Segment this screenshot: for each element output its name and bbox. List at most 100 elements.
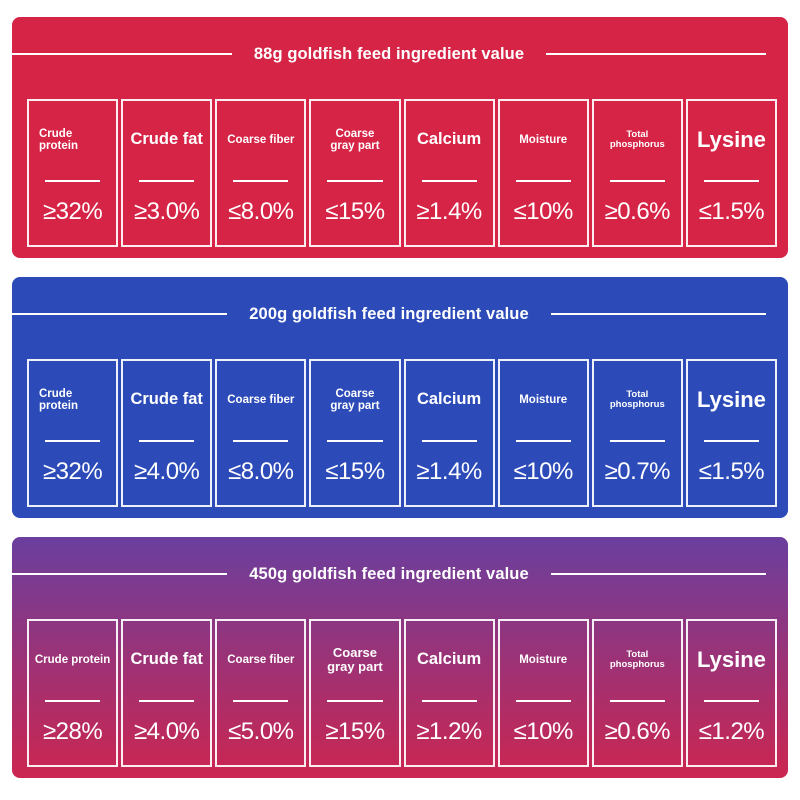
ingredient-label: Calcium: [416, 650, 482, 669]
panel-title-row: 450g goldfish feed ingredient value: [12, 561, 788, 587]
title-divider-right: [550, 573, 767, 575]
ingredient-label: Crude protein: [39, 387, 78, 412]
ingredient-crude-protein: Crude protein ≥28%: [27, 619, 119, 767]
ingredient-value: ≥3.0%: [134, 198, 200, 225]
panel-title: 450g goldfish feed ingredient value: [249, 564, 529, 583]
panel-450g: 450g goldfish feed ingredient value Crud…: [12, 537, 788, 778]
ingredient-lysine: Lysine ≤1.5%: [685, 359, 777, 507]
ingredient-value: ≥0.6%: [604, 718, 671, 745]
title-divider-right: [550, 313, 767, 315]
ingredient-coarse-fiber: Coarse fiber ≤5.0%: [215, 619, 307, 767]
ingredient-value: ≥0.6%: [604, 198, 671, 225]
ingredient-value: ≤1.2%: [698, 718, 765, 745]
ingredient-value: ≥1.2%: [416, 718, 482, 745]
ingredient-coarse-gray-part: Coarse gray part ≤15%: [309, 99, 401, 247]
ingredient-label: Moisture: [519, 653, 568, 666]
ingredient-value: ≤10%: [513, 458, 574, 485]
ingredient-coarse-fiber: Coarse fiber ≤8.0%: [215, 359, 307, 507]
divider: [515, 440, 571, 442]
panel-title: 200g goldfish feed ingredient value: [249, 304, 529, 323]
ingredient-grid: Crude protein ≥32% Crude fat ≥4.0% Coars…: [27, 359, 777, 507]
ingredient-label: Coarse fiber: [227, 653, 295, 666]
ingredient-label: Moisture: [519, 393, 568, 406]
divider: [515, 700, 571, 702]
ingredient-value: ≥15%: [325, 718, 385, 745]
divider: [609, 440, 665, 442]
title-divider-left: [12, 313, 228, 315]
ingredient-label: Calcium: [416, 390, 482, 409]
divider: [327, 440, 383, 442]
ingredient-label: Coarse fiber: [227, 393, 295, 406]
ingredient-label: Total phosphorus: [609, 129, 665, 150]
ingredient-coarse-gray-part: Coarse gray part ≥15%: [309, 619, 401, 767]
divider: [421, 440, 477, 442]
ingredient-label: Crude fat: [130, 650, 203, 669]
ingredient-crude-protein: Crude protein ≥32%: [27, 99, 119, 247]
divider: [703, 440, 759, 442]
title-divider-right: [546, 53, 767, 55]
divider: [421, 180, 477, 182]
panel-88g: 88g goldfish feed ingredient value Crude…: [12, 17, 788, 258]
ingredient-value: ≥4.0%: [134, 458, 200, 485]
divider: [45, 180, 101, 182]
divider: [45, 440, 101, 442]
ingredient-value: ≥0.7%: [604, 458, 671, 485]
ingredient-label: Coarse fiber: [227, 133, 295, 146]
ingredient-label: Lysine: [696, 127, 766, 153]
ingredient-grid: Crude protein ≥28% Crude fat ≥4.0% Coars…: [27, 619, 777, 767]
ingredient-coarse-fiber: Coarse fiber ≤8.0%: [215, 99, 307, 247]
ingredient-crude-protein: Crude protein ≥32%: [27, 359, 119, 507]
ingredient-calcium: Calcium ≥1.2%: [403, 619, 495, 767]
divider: [233, 440, 289, 442]
ingredient-moisture: Moisture ≤10%: [497, 359, 589, 507]
divider: [139, 440, 195, 442]
divider: [139, 180, 195, 182]
ingredient-value: ≤8.0%: [228, 198, 294, 225]
ingredient-value: ≥4.0%: [134, 718, 200, 745]
ingredient-value: ≤10%: [513, 198, 574, 225]
ingredient-label: Total phosphorus: [609, 389, 665, 410]
ingredient-label: Total phosphorus: [609, 649, 665, 670]
ingredient-crude-fat: Crude fat ≥4.0%: [121, 619, 213, 767]
ingredient-label: Lysine: [696, 387, 766, 413]
ingredient-moisture: Moisture ≤10%: [497, 619, 589, 767]
ingredient-value: ≤5.0%: [228, 718, 294, 745]
panel-200g: 200g goldfish feed ingredient value Crud…: [12, 277, 788, 518]
divider: [45, 700, 101, 702]
ingredient-value: ≥1.4%: [416, 458, 482, 485]
ingredient-crude-fat: Crude fat ≥3.0%: [121, 99, 213, 247]
ingredient-value: ≤15%: [325, 458, 385, 485]
ingredient-calcium: Calcium ≥1.4%: [403, 99, 495, 247]
divider: [233, 700, 289, 702]
divider: [609, 180, 665, 182]
ingredient-value: ≥28%: [42, 718, 103, 745]
ingredient-label: Crude fat: [130, 130, 203, 149]
panel-title: 88g goldfish feed ingredient value: [253, 44, 525, 63]
ingredient-value: ≤8.0%: [228, 458, 294, 485]
ingredient-value: ≥1.4%: [416, 198, 482, 225]
divider: [327, 700, 383, 702]
ingredient-label: Moisture: [519, 133, 568, 146]
ingredient-value: ≤15%: [325, 198, 385, 225]
title-divider-left: [12, 53, 232, 55]
ingredient-total-phosphorus: Total phosphorus ≥0.7%: [591, 359, 683, 507]
ingredient-crude-fat: Crude fat ≥4.0%: [121, 359, 213, 507]
panel-title-row: 88g goldfish feed ingredient value: [12, 41, 788, 67]
ingredient-calcium: Calcium ≥1.4%: [403, 359, 495, 507]
divider: [515, 180, 571, 182]
ingredient-value: ≥32%: [42, 198, 103, 225]
ingredient-value: ≤10%: [513, 718, 574, 745]
ingredient-value: ≤1.5%: [698, 458, 765, 485]
ingredient-label: Crude protein: [34, 653, 111, 666]
ingredient-label: Coarse gray part: [330, 127, 380, 152]
ingredient-lysine: Lysine ≤1.5%: [685, 99, 777, 247]
ingredient-total-phosphorus: Total phosphorus ≥0.6%: [591, 619, 683, 767]
divider: [327, 180, 383, 182]
ingredient-total-phosphorus: Total phosphorus ≥0.6%: [591, 99, 683, 247]
divider: [139, 700, 195, 702]
ingredient-lysine: Lysine ≤1.2%: [685, 619, 777, 767]
ingredient-label: Calcium: [416, 130, 482, 149]
ingredient-moisture: Moisture ≤10%: [497, 99, 589, 247]
ingredient-label: Crude fat: [130, 390, 203, 409]
ingredient-label: Coarse gray part: [330, 387, 380, 412]
